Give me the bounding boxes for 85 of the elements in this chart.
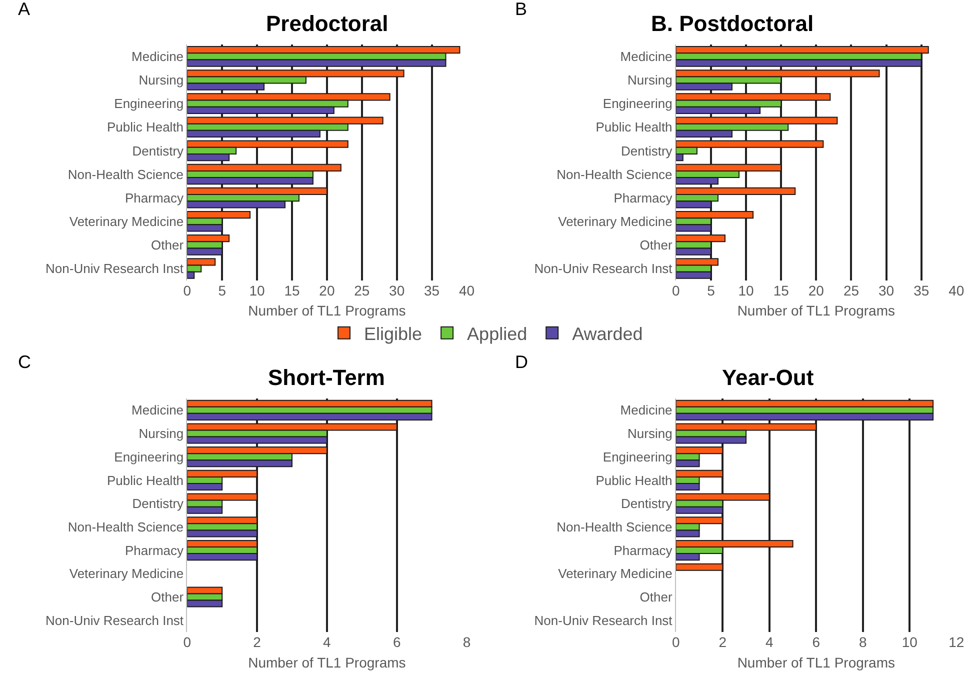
y-tick-label: Veterinary Medicine	[69, 566, 184, 582]
y-tick-label: Nursing	[628, 72, 672, 88]
y-tick-label: Non-Health Science	[556, 519, 672, 534]
x-tick-label: 0	[672, 282, 680, 298]
x-tick-label: 15	[773, 282, 790, 298]
x-tick-label: 0	[183, 634, 192, 650]
y-tick-label: Dentistry	[621, 143, 673, 158]
y-tick-label: Veterinary Medicine	[69, 214, 184, 229]
x-tick-label: 0	[183, 282, 192, 298]
y-tick-label: Public Health	[106, 120, 184, 135]
text: C	[18, 352, 31, 372]
y-tick-label: Engineering	[602, 96, 672, 112]
x-tick-label: 8	[462, 634, 471, 650]
text: B	[515, 0, 528, 19]
x-tick-label: 6	[812, 634, 820, 650]
y-tick-label: Public Health	[106, 472, 184, 488]
y-tick-label: Pharmacy	[614, 190, 673, 206]
y-tick-label: Veterinary Medicine	[558, 214, 672, 229]
y-tick-label: Nursing	[138, 72, 184, 88]
chart-title: Predoctoral	[266, 11, 388, 36]
x-tick-label: 10	[738, 282, 754, 298]
x-tick-label: 40	[458, 282, 475, 298]
y-tick-label: Nursing	[138, 426, 184, 442]
x-tick-label: 5	[218, 282, 226, 298]
legend-label: Eligible	[364, 324, 422, 344]
y-tick-label: Medicine	[132, 402, 184, 418]
x-tick-label: 25	[843, 282, 860, 298]
x-tick-label: 30	[389, 282, 405, 298]
chart-title: Year-Out	[722, 365, 814, 390]
x-tick-label: 35	[424, 282, 440, 298]
x-tick-label: 2	[718, 634, 727, 650]
y-tick-label: Engineering	[114, 96, 184, 112]
y-tick-label: Non-Univ Research Inst	[46, 612, 184, 628]
x-tick-label: 8	[859, 634, 868, 650]
y-tick-label: Medicine	[132, 48, 184, 64]
y-tick-label: Dentistry	[621, 496, 673, 512]
y-tick-label: Veterinary Medicine	[558, 566, 672, 582]
x-tick-label: 12	[948, 634, 964, 650]
y-tick-label: Non-Univ Research Inst	[534, 612, 673, 628]
x-axis-title: Number of TL1 Programs	[737, 302, 896, 319]
x-tick-label: 20	[808, 282, 824, 298]
y-tick-label: Medicine	[620, 402, 672, 418]
x-axis-title: Number of TL1 Programs	[248, 654, 406, 670]
y-tick-label: Other	[151, 590, 184, 605]
y-tick-label: Non-Health Science	[68, 166, 184, 182]
x-tick-label: 40	[948, 282, 964, 298]
y-tick-label: Other	[640, 237, 673, 252]
x-tick-label: 5	[707, 282, 716, 298]
y-tick-label: Pharmacy	[125, 190, 184, 206]
x-tick-label: 0	[672, 634, 680, 650]
y-tick-label: Other	[151, 237, 184, 252]
x-tick-label: 10	[902, 634, 918, 650]
y-tick-label: Dentistry	[132, 143, 184, 158]
y-tick-label: Nursing	[628, 426, 672, 442]
x-axis-title: Number of TL1 Programs	[248, 302, 406, 319]
x-tick-label: 4	[323, 634, 332, 650]
x-tick-label: 10	[249, 282, 266, 298]
y-tick-label: Medicine	[620, 48, 672, 64]
y-tick-label: Public Health	[596, 472, 672, 488]
x-tick-label: 30	[878, 282, 894, 298]
y-tick-label: Public Health	[596, 120, 672, 135]
x-tick-label: 2	[253, 634, 262, 650]
chart-title: Short-Term	[268, 365, 385, 390]
x-tick-label: 25	[354, 282, 370, 298]
x-tick-label: 35	[914, 282, 930, 298]
legend-label: Awarded	[572, 324, 643, 344]
y-tick-label: Pharmacy	[125, 542, 184, 558]
y-tick-label: Other	[640, 590, 673, 605]
chart-title: B. Postdoctoral	[651, 11, 814, 36]
y-tick-label: Non-Health Science	[68, 519, 184, 534]
x-tick-label: 15	[284, 282, 300, 298]
x-tick-label: 4	[766, 634, 774, 650]
x-axis-title: Number of TL1 Programs	[737, 654, 896, 670]
text: A	[18, 0, 30, 19]
x-tick-label: 20	[319, 282, 335, 298]
y-tick-label: Non-Univ Research Inst	[534, 261, 673, 276]
y-tick-label: Non-Health Science	[556, 166, 672, 182]
y-tick-label: Non-Univ Research Inst	[46, 261, 184, 276]
y-tick-label: Engineering	[114, 449, 184, 464]
legend-label: Applied	[467, 324, 528, 344]
text: D	[515, 352, 528, 372]
y-tick-label: Dentistry	[132, 496, 184, 512]
x-tick-label: 6	[392, 634, 401, 650]
y-tick-label: Engineering	[602, 449, 672, 464]
y-tick-label: Pharmacy	[614, 542, 673, 558]
